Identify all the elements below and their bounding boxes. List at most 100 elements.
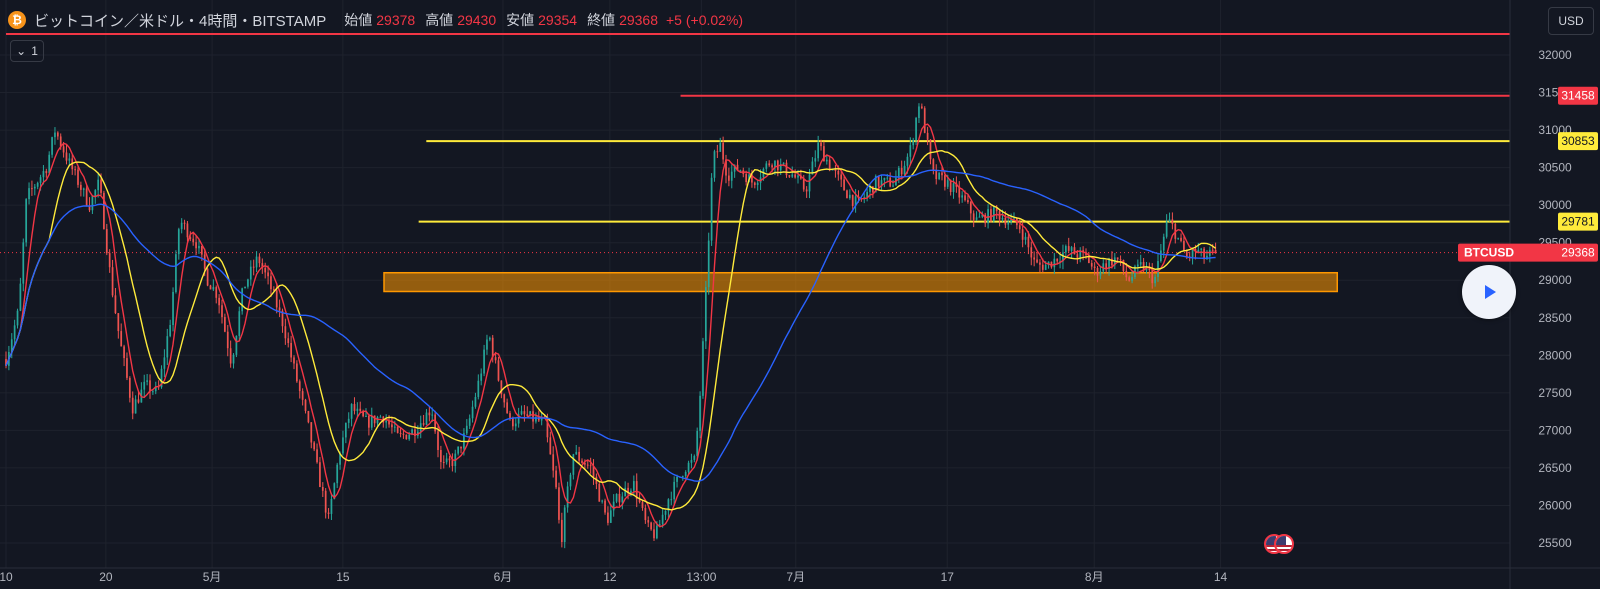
candle-body [563, 507, 566, 543]
candle-body [644, 507, 647, 521]
candle-body [31, 188, 33, 190]
candle-body [549, 437, 552, 455]
candle-body [336, 464, 339, 484]
candle-body [572, 454, 575, 475]
candle-body [65, 152, 68, 161]
candle-body [725, 159, 727, 176]
candle-body [540, 417, 543, 421]
candle-body [1088, 255, 1090, 263]
candle-body [143, 381, 146, 390]
candle-body [137, 399, 140, 403]
candle-body [316, 449, 318, 463]
candle-body [820, 142, 822, 147]
candle-body [160, 368, 163, 388]
candle-body [1041, 264, 1044, 270]
candle-body [967, 200, 969, 203]
candle-body [877, 176, 880, 187]
candle-body [1171, 219, 1174, 224]
candle-body [307, 410, 310, 423]
candle-body [944, 175, 946, 187]
candle-body [552, 454, 555, 471]
candle-body [918, 106, 920, 118]
candle-body [134, 399, 137, 414]
candle-body [647, 520, 650, 523]
candle-body [834, 169, 837, 171]
candle-body [794, 174, 796, 178]
candle-body [756, 182, 759, 186]
play-icon [1485, 285, 1496, 299]
candle-body [607, 512, 609, 523]
us-flag-icon[interactable] [1274, 534, 1294, 554]
x-tick-label: 14 [1214, 570, 1228, 584]
candle-body [514, 423, 517, 427]
candle-body [797, 175, 799, 178]
candle-body [333, 483, 336, 500]
currency-button[interactable]: USD [1548, 7, 1594, 35]
candle-body [468, 418, 471, 426]
candle-body [532, 411, 534, 422]
candle-body [261, 263, 264, 268]
candle-body [166, 336, 169, 358]
candle-body [247, 279, 249, 287]
high-label: 高値 [425, 12, 454, 28]
candle-body [584, 462, 586, 465]
candle-body [51, 137, 53, 155]
candle-body [895, 178, 897, 186]
candle-body [425, 412, 428, 425]
candle-body [1128, 277, 1131, 281]
candle-body [100, 179, 102, 193]
support-lower-tag-label: 29781 [1561, 215, 1595, 229]
candle-body [903, 165, 906, 175]
x-tick-label: 5月 [203, 570, 222, 584]
candle-body [172, 291, 174, 326]
candle-body [226, 331, 229, 349]
candle-body [192, 238, 195, 243]
candle-body [48, 154, 51, 174]
candle-body [788, 175, 791, 177]
symbol-title[interactable]: ビットコイン／米ドル・4時間・BITSTAMP [34, 12, 327, 30]
candle-body [310, 422, 313, 443]
candle-body [483, 349, 485, 374]
candle-body [1214, 249, 1217, 253]
candle-body [445, 458, 448, 463]
candle-body [120, 331, 123, 347]
candle-body [370, 415, 373, 428]
candle-body [560, 519, 563, 543]
candle-body [258, 256, 261, 264]
horizontal-lines [0, 32, 1510, 254]
candle-body [1030, 247, 1033, 258]
event-flags[interactable] [1264, 534, 1294, 554]
candle-body [270, 276, 272, 290]
play-button[interactable] [1462, 265, 1516, 319]
candle-body [509, 413, 511, 419]
candle-body [359, 408, 362, 411]
candle-body [808, 174, 811, 192]
indicator-collapse-button[interactable]: ⌄ 1 [10, 40, 44, 62]
candle-body [388, 420, 390, 425]
candle-body [814, 158, 817, 162]
candle-body [938, 172, 940, 180]
candle-body [512, 418, 514, 427]
candle-body [782, 162, 785, 165]
candle-body [1116, 257, 1119, 260]
candle-body [1105, 263, 1108, 269]
y-tick-label: 29000 [1538, 273, 1572, 287]
candle-body [402, 433, 405, 435]
candle-body [601, 500, 604, 502]
candle-body [684, 472, 687, 477]
candle-body [33, 186, 36, 189]
candle-body [195, 242, 197, 249]
candle-body [272, 289, 275, 291]
candle-body [296, 363, 298, 382]
symbol-legend: ₿ ビットコイン／米ドル・4時間・BITSTAMP 始値 29378 高値 2943… [8, 9, 743, 31]
symbol-tag-label: BTCUSD [1464, 246, 1514, 260]
candle-body [874, 176, 877, 193]
candle-body [186, 223, 189, 238]
candle-body [393, 426, 396, 428]
candle-body [730, 171, 733, 181]
candle-body [97, 179, 100, 191]
y-tick-label: 27500 [1538, 386, 1572, 400]
candle-body [710, 177, 713, 241]
candle-body [1073, 247, 1076, 255]
